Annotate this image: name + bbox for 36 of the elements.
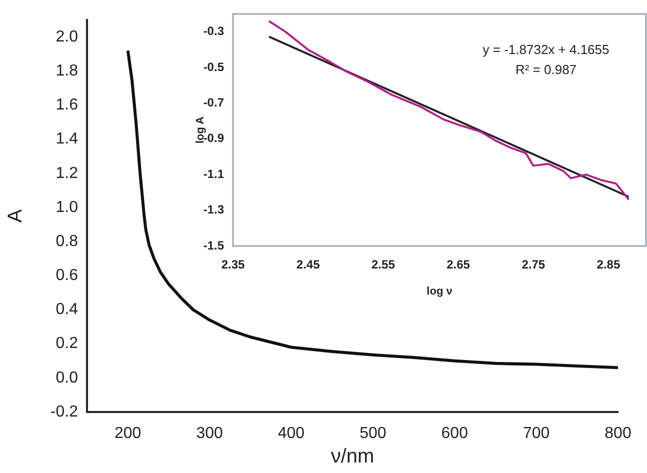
annotation: y = -1.8732x + 4.1655 bbox=[482, 42, 610, 57]
y-tick-label: -0.2 bbox=[50, 403, 78, 420]
x-tick-label: 2.55 bbox=[372, 258, 396, 272]
y-tick-label: 1.6 bbox=[56, 96, 78, 114]
y-tick-label: 0.0 bbox=[56, 369, 78, 386]
x-tick-label: 2.65 bbox=[446, 258, 470, 272]
x-tick-label: 800 bbox=[604, 425, 632, 442]
x-tick-label: 2.45 bbox=[296, 258, 320, 272]
y-tick-label: 1.8 bbox=[56, 62, 78, 80]
y-tick-label: 1.2 bbox=[56, 164, 78, 182]
y-tick-label: 0.8 bbox=[56, 232, 78, 250]
x-tick-label: 700 bbox=[522, 425, 550, 442]
x-tick-label: 500 bbox=[360, 425, 386, 442]
x-tick-label: 2.85 bbox=[596, 258, 620, 272]
x-tick-label: 300 bbox=[196, 425, 223, 442]
x-tick-label: 200 bbox=[114, 425, 142, 442]
y-tick-label: -1.5 bbox=[203, 238, 224, 252]
annotation: R² = 0.987 bbox=[515, 62, 577, 77]
x-axis-title: ν/nm bbox=[330, 446, 374, 468]
x-axis-title: log ν bbox=[426, 285, 452, 298]
x-tick-label: 2.35 bbox=[221, 258, 245, 272]
y-tick-label: -0.7 bbox=[203, 96, 224, 110]
y-axis-title: A bbox=[4, 208, 27, 223]
y-tick-label: 0.6 bbox=[56, 267, 78, 284]
x-tick-label: 2.75 bbox=[522, 258, 546, 272]
y-tick-label: -1.3 bbox=[203, 202, 224, 217]
y-tick-label: -0.3 bbox=[203, 24, 224, 38]
y-tick-label: 0.2 bbox=[56, 335, 78, 352]
y-tick-label: -1.1 bbox=[203, 166, 224, 181]
x-tick-label: 400 bbox=[278, 425, 305, 442]
x-tick-label: 600 bbox=[441, 425, 468, 442]
y-tick-label: 1.4 bbox=[56, 130, 78, 148]
y-tick-label: 2.0 bbox=[56, 28, 78, 46]
y-tick-label: 0.4 bbox=[56, 301, 78, 318]
y-tick-label: 1.0 bbox=[56, 198, 78, 216]
y-tick-label: -0.5 bbox=[203, 60, 224, 74]
